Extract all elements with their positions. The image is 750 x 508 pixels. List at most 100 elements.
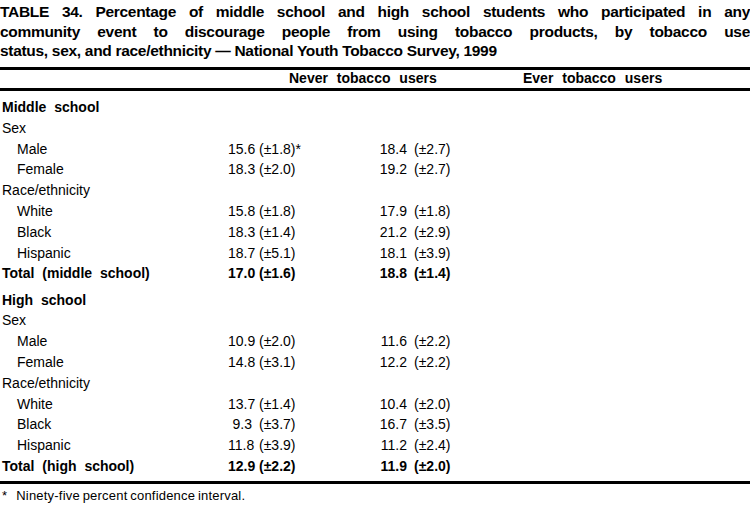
table-row: Black18.3(±1.4)21.2(±2.9) bbox=[0, 222, 750, 243]
ever-value: 18.8 bbox=[351, 263, 407, 284]
table-row: Male10.9(±2.0)11.6(±2.2) bbox=[0, 331, 750, 352]
row-label: Total (high school) bbox=[0, 456, 228, 477]
never-value: 12.9 bbox=[228, 456, 252, 477]
ever-ci: (±2.2) bbox=[407, 331, 750, 352]
ever-ci bbox=[407, 97, 750, 118]
never-ci bbox=[252, 373, 351, 394]
table-row: Total (middle school)17.0(±1.6)18.8(±1.4… bbox=[0, 263, 750, 284]
table-row: High school bbox=[0, 290, 750, 311]
ever-value: 21.2 bbox=[351, 222, 407, 243]
never-ci bbox=[252, 290, 351, 311]
never-value: 9.3 bbox=[228, 414, 252, 435]
never-value: 18.3 bbox=[228, 222, 252, 243]
ever-value: 17.9 bbox=[351, 201, 407, 222]
row-label: Total (middle school) bbox=[0, 263, 228, 284]
row-label: Male bbox=[0, 331, 228, 352]
never-ci bbox=[252, 180, 351, 201]
never-ci: (±1.4) bbox=[252, 394, 351, 415]
ever-ci bbox=[407, 118, 750, 139]
never-value: 10.9 bbox=[228, 331, 252, 352]
never-ci: (±2.0) bbox=[252, 159, 351, 180]
table-row: Sex bbox=[0, 118, 750, 139]
table-title-line-1: TABLE 34. Percentage of middle school an… bbox=[0, 2, 750, 22]
never-value: 15.8 bbox=[228, 201, 252, 222]
table-body: Middle schoolSexMale15.6(±1.8)*18.4(±2.7… bbox=[0, 97, 750, 477]
ever-ci bbox=[407, 373, 750, 394]
ever-value: 19.2 bbox=[351, 159, 407, 180]
table-title: TABLE 34. Percentage of middle school an… bbox=[0, 2, 750, 61]
never-ci bbox=[252, 310, 351, 331]
ever-value bbox=[351, 180, 407, 201]
rule-bottom bbox=[0, 481, 750, 484]
document-page: TABLE 34. Percentage of middle school an… bbox=[0, 0, 750, 508]
ever-ci: (±3.9) bbox=[407, 243, 750, 264]
row-label: Male bbox=[0, 139, 228, 160]
ever-ci: (±2.4) bbox=[407, 435, 750, 456]
table-row: Black9.3(±3.7)16.7(±3.5) bbox=[0, 414, 750, 435]
footnote-text: Ninety-five percent confidence interval. bbox=[16, 488, 245, 503]
never-value: 11.8 bbox=[228, 435, 252, 456]
row-label: White bbox=[0, 394, 228, 415]
table-row: Female14.8(±3.1)12.2(±2.2) bbox=[0, 352, 750, 373]
never-ci: (±1.8)* bbox=[252, 139, 351, 160]
col-header-ever-tobacco-users: Ever tobacco users bbox=[523, 70, 662, 86]
table-row: Race/ethnicity bbox=[0, 180, 750, 201]
ever-ci: (±2.7) bbox=[407, 139, 750, 160]
never-value bbox=[228, 97, 252, 118]
table-row: Female18.3(±2.0)19.2(±2.7) bbox=[0, 159, 750, 180]
col-header-never-tobacco-users: Never tobacco users bbox=[289, 70, 437, 86]
ever-value: 10.4 bbox=[351, 394, 407, 415]
table-row: Sex bbox=[0, 310, 750, 331]
never-ci: (±1.8) bbox=[252, 201, 351, 222]
never-ci: (±3.9) bbox=[252, 435, 351, 456]
ever-value: 18.1 bbox=[351, 243, 407, 264]
ever-ci bbox=[407, 290, 750, 311]
ever-ci bbox=[407, 310, 750, 331]
never-ci: (±5.1) bbox=[252, 243, 351, 264]
table-row: Middle school bbox=[0, 97, 750, 118]
table-row: Male15.6(±1.8)*18.4(±2.7) bbox=[0, 139, 750, 160]
never-value bbox=[228, 373, 252, 394]
ever-ci: (±1.4) bbox=[407, 263, 750, 284]
row-label: Female bbox=[0, 159, 228, 180]
never-ci: (±2.0) bbox=[252, 331, 351, 352]
row-label: White bbox=[0, 201, 228, 222]
ever-value bbox=[351, 97, 407, 118]
ever-value bbox=[351, 373, 407, 394]
ever-value bbox=[351, 290, 407, 311]
footnote-marker: * bbox=[2, 488, 7, 503]
table-row: White15.8(±1.8)17.9(±1.8) bbox=[0, 201, 750, 222]
table-row: Total (high school)12.9(±2.2)11.9(±2.0) bbox=[0, 456, 750, 477]
ever-value bbox=[351, 310, 407, 331]
ever-ci: (±3.5) bbox=[407, 414, 750, 435]
table-row: Race/ethnicity bbox=[0, 373, 750, 394]
footnote: * Ninety-five percent confidence interval… bbox=[2, 488, 245, 503]
row-label: Female bbox=[0, 352, 228, 373]
table-row: Hispanic18.7(±5.1)18.1(±3.9) bbox=[0, 243, 750, 264]
ever-value bbox=[351, 118, 407, 139]
never-value: 17.0 bbox=[228, 263, 252, 284]
ever-ci: (±2.7) bbox=[407, 159, 750, 180]
never-value bbox=[228, 290, 252, 311]
ever-ci: (±2.9) bbox=[407, 222, 750, 243]
row-label: Middle school bbox=[0, 97, 228, 118]
row-label: Hispanic bbox=[0, 243, 228, 264]
row-label: Sex bbox=[0, 310, 228, 331]
row-label: Race/ethnicity bbox=[0, 373, 228, 394]
never-ci: (±3.7) bbox=[252, 414, 351, 435]
never-value: 18.3 bbox=[228, 159, 252, 180]
never-value bbox=[228, 310, 252, 331]
ever-value: 16.7 bbox=[351, 414, 407, 435]
rule-below-headers bbox=[0, 88, 750, 91]
never-ci: (±2.2) bbox=[252, 456, 351, 477]
never-value bbox=[228, 180, 252, 201]
ever-ci: (±2.2) bbox=[407, 352, 750, 373]
never-ci bbox=[252, 118, 351, 139]
never-ci: (±1.4) bbox=[252, 222, 351, 243]
row-label: Black bbox=[0, 414, 228, 435]
ever-value: 18.4 bbox=[351, 139, 407, 160]
never-value: 15.6 bbox=[228, 139, 252, 160]
row-label: High school bbox=[0, 290, 228, 311]
row-label: Race/ethnicity bbox=[0, 180, 228, 201]
ever-ci: (±2.0) bbox=[407, 394, 750, 415]
